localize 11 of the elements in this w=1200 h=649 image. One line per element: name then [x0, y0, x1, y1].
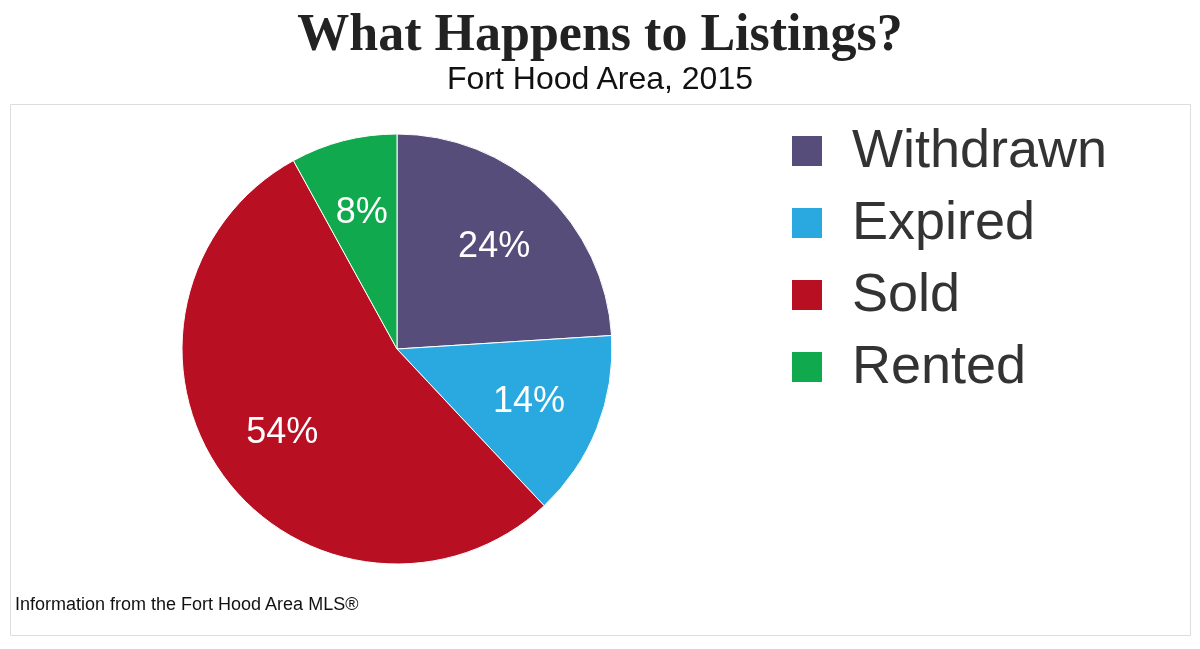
- data-label: 24%: [458, 223, 531, 265]
- chart-title: What Happens to Listings?: [297, 4, 903, 61]
- legend-label: Rented: [852, 334, 1027, 394]
- legend-label: Sold: [852, 262, 961, 322]
- legend-label: Withdrawn: [852, 118, 1108, 178]
- data-label: 8%: [335, 189, 388, 231]
- legend-label: Expired: [852, 190, 1036, 250]
- data-label: 14%: [492, 379, 565, 421]
- text: Information from the Fort Hood Area MLS®: [15, 594, 359, 614]
- data-label: 54%: [246, 410, 319, 452]
- chart-subtitle: Fort Hood Area, 2015: [447, 60, 753, 96]
